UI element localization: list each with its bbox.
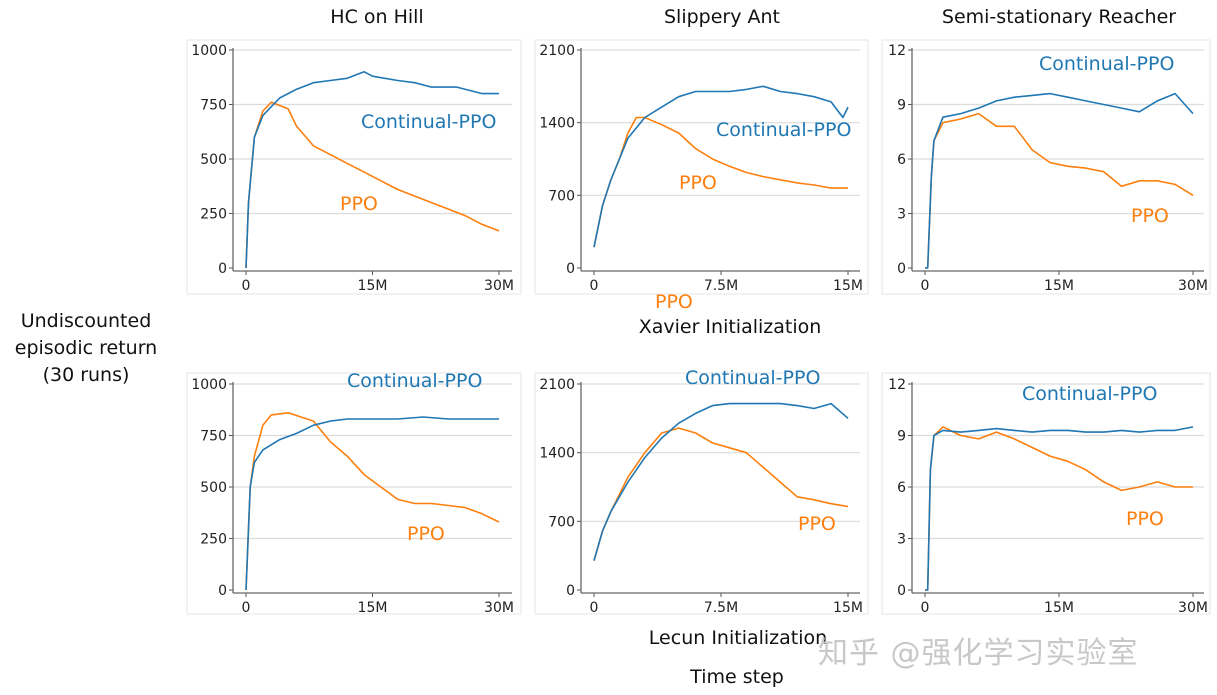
y-tick-label: 750: [200, 429, 227, 445]
y-tick-label: 250: [200, 207, 227, 223]
x-tick-label: 7.5M: [704, 278, 738, 294]
annotation-ppo: PPO: [679, 172, 717, 194]
title-semi-stationary-reacher: Semi-stationary Reacher: [941, 6, 1177, 28]
y-tick-label: 9: [897, 429, 906, 445]
series-line-continual-ppo: [245, 416, 499, 591]
y-tick-label: 0: [897, 583, 906, 599]
y-tick-label: 500: [200, 480, 227, 496]
annotation-continual-ppo: Continual-PPO: [347, 370, 483, 392]
x-tick-label: 0: [921, 278, 930, 294]
x-tick-label: 0: [590, 278, 599, 294]
series-line-continual-ppo: [593, 402, 849, 561]
annotation-continual-ppo: Continual-PPO: [685, 367, 821, 389]
x-tick-label: 15M: [833, 278, 863, 294]
panel-frame: [881, 39, 1211, 295]
annotation-continual-ppo: Continual-PPO: [361, 111, 497, 133]
y-tick-label: 1000: [191, 377, 227, 393]
watermark: 知乎 @强化学习实验室: [818, 636, 1139, 671]
x-tick-label: 15M: [358, 600, 388, 616]
title-slippery-ant: Slippery Ant: [663, 6, 781, 28]
x-axis-label: Time step: [690, 666, 784, 688]
panel-frame: [186, 372, 522, 615]
series-line-ppo: [245, 411, 500, 591]
y-tick-label: 1000: [191, 43, 227, 59]
panel-frame: [534, 39, 869, 295]
title-hc-on-hill: HC on Hill: [330, 6, 424, 28]
x-tick-label: 7.5M: [704, 600, 738, 616]
panel-frame: [186, 39, 522, 295]
series-line-ppo: [245, 101, 500, 269]
y-tick-label: 1400: [539, 116, 575, 132]
y-label-line: (30 runs): [42, 364, 130, 386]
y-tick-label: 3: [897, 207, 906, 223]
annotation-ppo: PPO: [340, 193, 378, 215]
y-tick-label: 0: [218, 583, 227, 599]
x-tick-label: 15M: [833, 600, 863, 616]
y-tick-label: 2100: [539, 377, 575, 393]
y-tick-label: 750: [200, 98, 227, 114]
annotation-continual-ppo: Continual-PPO: [1039, 53, 1175, 75]
y-axis-label: Undiscounted episodic return (30 runs): [0, 308, 172, 389]
y-tick-label: 700: [548, 514, 575, 530]
series-line-continual-ppo: [245, 71, 499, 269]
annotation-ppo: PPO: [1131, 205, 1169, 227]
y-tick-label: 9: [897, 98, 906, 114]
y-tick-label: 0: [897, 261, 906, 277]
y-tick-label: 6: [897, 480, 906, 496]
series-line-ppo: [593, 427, 849, 561]
x-tick-label: 15M: [1044, 600, 1074, 616]
panel-frame: [534, 372, 869, 615]
series-line-continual-ppo: [593, 85, 849, 248]
annotation-ppo: PPO: [798, 513, 836, 535]
y-tick-label: 0: [566, 261, 575, 277]
x-tick-label: 0: [242, 278, 251, 294]
x-tick-label: 15M: [1044, 278, 1074, 294]
x-tick-label: 30M: [484, 278, 514, 294]
y-tick-label: 12: [888, 43, 906, 59]
y-tick-label: 500: [200, 152, 227, 168]
series-line-continual-ppo: [925, 426, 1194, 591]
y-label-line: episodic return: [14, 337, 158, 359]
x-tick-label: 30M: [1178, 600, 1208, 616]
y-tick-label: 700: [548, 188, 575, 204]
row-label-xavier: Xavier Initialization: [638, 316, 822, 338]
x-tick-label: 0: [921, 600, 930, 616]
y-tick-label: 3: [897, 532, 906, 548]
series-line-continual-ppo: [925, 92, 1194, 269]
y-label-line: Undiscounted: [20, 310, 152, 332]
x-tick-label: 0: [590, 600, 599, 616]
x-tick-label: 0: [242, 600, 251, 616]
y-tick-label: 6: [897, 152, 906, 168]
y-tick-label: 1400: [539, 446, 575, 462]
annotation-ppo: PPO: [1126, 508, 1164, 530]
x-tick-label: 30M: [484, 600, 514, 616]
annotation-continual-ppo: Continual-PPO: [1022, 383, 1158, 405]
annotation-ppo: PPO: [407, 523, 445, 545]
series-line-ppo: [925, 112, 1194, 269]
x-tick-label: 15M: [358, 278, 388, 294]
x-tick-label: 30M: [1178, 278, 1208, 294]
row-label-lecun: Lecun Initialization: [648, 627, 828, 649]
panel-frame: [881, 372, 1211, 615]
stray-ppo-label: PPO: [655, 291, 693, 313]
y-tick-label: 0: [566, 583, 575, 599]
y-tick-label: 12: [888, 377, 906, 393]
y-tick-label: 250: [200, 532, 227, 548]
y-tick-label: 2100: [539, 43, 575, 59]
y-tick-label: 0: [218, 261, 227, 277]
annotation-continual-ppo: Continual-PPO: [716, 119, 852, 141]
